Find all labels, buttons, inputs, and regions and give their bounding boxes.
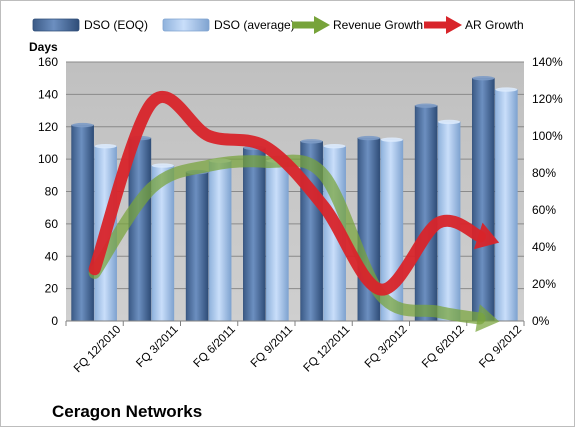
y-tick-label-left: 20: [45, 282, 59, 296]
y-tick-label-right: 40%: [532, 240, 556, 254]
y-tick-label-left: 100: [38, 152, 58, 166]
legend-arrow-ar-growth: [446, 16, 462, 34]
line-ar-growth: [88, 91, 487, 296]
legend-label-dso-average: DSO (average): [214, 18, 295, 32]
bar-top-dso-average: [323, 143, 346, 149]
y-tick-label-left: 0: [51, 314, 58, 328]
line-revenue-growth: [88, 154, 486, 325]
y-tick-label-right: 120%: [532, 92, 563, 106]
y-tick-label-right: 60%: [532, 203, 556, 217]
y-tick-label-left: 40: [45, 249, 59, 263]
bar-top-dso-eoq: [415, 103, 438, 108]
legend-item-revenue-growth: Revenue Growth: [292, 16, 423, 34]
y-tick-label-left: 140: [38, 87, 58, 101]
legend-label-revenue-growth: Revenue Growth: [333, 18, 423, 32]
y-axis-title-left: Days: [29, 40, 58, 54]
y-tick-label-right: 0%: [532, 314, 550, 328]
bar-top-dso-average: [94, 143, 117, 149]
bar-top-dso-average: [380, 137, 403, 142]
legend: DSO (EOQ) DSO (average) Revenue Growth A…: [32, 16, 524, 34]
bar-top-dso-eoq: [300, 139, 323, 144]
legend-item-dso-eoq: DSO (EOQ): [32, 18, 148, 32]
legend-label-dso-eoq: DSO (EOQ): [84, 18, 148, 32]
legend-swatch-dso-eoq: [32, 18, 80, 32]
y-tick-label-right: 20%: [532, 277, 556, 291]
arrowhead-revenue-growth: [475, 304, 500, 332]
legend-arrow-revenue-growth: [314, 16, 330, 34]
bar-top-dso-average: [151, 163, 174, 168]
legend-item-ar-growth: AR Growth: [424, 16, 524, 34]
bar-top-dso-eoq: [71, 122, 94, 128]
y-tick-label-right: 80%: [532, 166, 556, 180]
bar-top-dso-average: [438, 119, 461, 125]
y-axis-left-ticks: 0 20 40 60 80 100 120 140 160: [38, 55, 58, 328]
legend-label-ar-growth: AR Growth: [465, 18, 524, 32]
y-tick-label-right: 140%: [532, 55, 563, 69]
growth-lines: [88, 91, 500, 332]
arrowhead-ar-growth: [473, 222, 500, 250]
y-tick-label-left: 120: [38, 120, 58, 134]
y-axis-right-ticks: 0% 20% 40% 60% 80% 100% 120% 140%: [532, 55, 563, 328]
y-tick-label-left: 80: [45, 185, 59, 199]
company-title: Ceragon Networks: [52, 402, 202, 421]
bar-top-dso-eoq: [472, 75, 495, 81]
y-tick-label-left: 160: [38, 55, 58, 69]
legend-item-dso-average: DSO (average): [162, 18, 295, 32]
legend-swatch-dso-average: [162, 18, 210, 32]
bar-top-dso-eoq: [357, 135, 380, 141]
y-tick-label-right: 100%: [532, 129, 563, 143]
bar-top-dso-average: [495, 87, 518, 92]
y-tick-label-left: 60: [45, 217, 59, 231]
